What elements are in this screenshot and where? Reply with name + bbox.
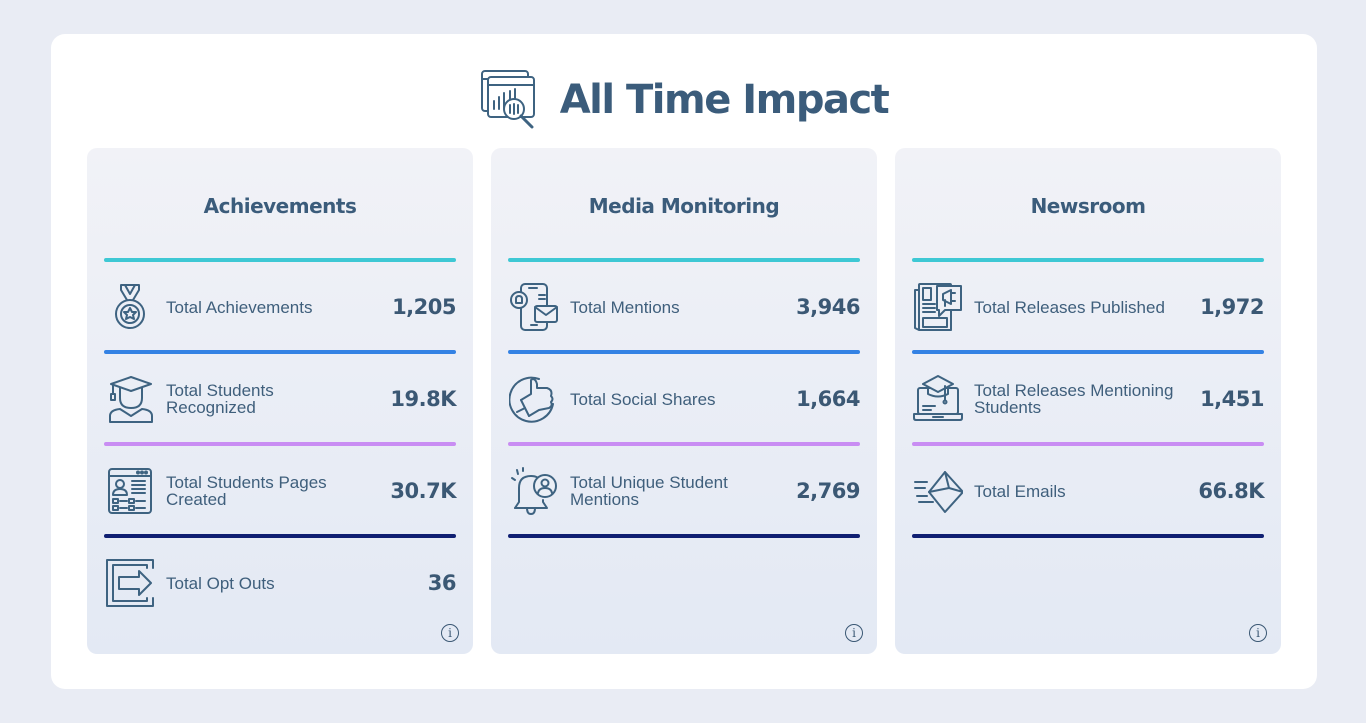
info-icon[interactable]: i [845,624,863,642]
info-icon[interactable]: i [441,624,459,642]
medal-icon [104,281,156,333]
divider-purple [912,442,1264,446]
divider-blue [912,350,1264,354]
metric-total-releases-published: Total Releases Published 1,972 [912,277,1264,337]
divider-blue [508,350,860,354]
divider-navy [104,534,456,538]
metric-value: 1,451 [1200,387,1264,411]
info-icon[interactable]: i [1249,624,1267,642]
card-achievements: Achievements Total Achievements 1,205 To… [87,148,473,654]
metric-label: Total Social Shares [570,389,716,409]
metric-total-students-pages-created: Total Students Pages Created 30.7K [104,461,456,521]
thumbs-up-icon [508,373,560,425]
divider-navy [912,534,1264,538]
newspaper-megaphone-icon [912,281,964,333]
divider-purple [508,442,860,446]
bell-user-icon [508,465,560,517]
fast-email-icon [912,465,964,517]
metric-label: Total Unique Student Mentions [570,473,728,509]
metric-value: 66.8K [1198,479,1264,503]
metric-total-opt-outs: Total Opt Outs 36 [104,553,457,613]
profile-page-icon [104,465,156,517]
metric-value: 2,769 [796,479,860,503]
metric-value: 1,664 [796,387,860,411]
page-title: All Time Impact [559,77,890,123]
metric-total-social-shares: Total Social Shares 1,664 [508,369,860,429]
metric-total-emails: Total Emails 66.8K [912,461,1264,521]
metric-total-releases-mentioning-students: Total Releases Mentioning Students 1,451 [912,369,1264,429]
divider-navy [508,534,860,538]
metric-total-students-recognized: Total Students Recognized 19.8K [104,369,456,429]
metric-label: Total Opt Outs [166,573,275,593]
divider-teal [508,258,860,262]
panel-header: All Time Impact [51,68,1317,132]
metric-label: Total Emails [974,481,1066,501]
graduate-student-icon [104,373,156,425]
metric-value: 3,946 [796,295,860,319]
metric-total-mentions: Total Mentions 3,946 [508,277,860,337]
laptop-graduation-icon [912,373,964,425]
card-title: Media Monitoring [588,194,780,218]
exit-arrow-icon [104,557,156,609]
metric-value: 1,205 [392,295,456,319]
metric-label: Total Achievements [166,297,313,317]
analytics-magnifier-icon [480,70,535,129]
divider-purple [104,442,456,446]
divider-blue [104,350,456,354]
metric-label: Total Mentions [570,297,680,317]
metric-label: Total Students Recognized [166,381,274,417]
divider-teal [104,258,456,262]
card-newsroom: Newsroom Total Releases Published 1,972 … [895,148,1281,654]
metric-total-unique-student-mentions: Total Unique Student Mentions 2,769 [508,461,860,521]
metric-label: Total Students Pages Created [166,473,327,509]
metric-label: Total Releases Mentioning Students [974,381,1174,417]
phone-notification-icon [508,281,560,333]
metric-value: 30.7K [390,479,456,503]
metric-label: Total Releases Published [974,297,1165,317]
card-title: Achievements [203,194,357,218]
metric-value: 19.8K [390,387,456,411]
metric-value: 36 [427,571,457,595]
metric-total-achievements: Total Achievements 1,205 [104,277,456,337]
metric-value: 1,972 [1200,295,1264,319]
divider-teal [912,258,1264,262]
card-title: Newsroom [1030,194,1146,218]
impact-panel: All Time Impact Achievements Total Achie… [51,34,1317,689]
card-media-monitoring: Media Monitoring Total Mentions 3,946 To… [491,148,877,654]
